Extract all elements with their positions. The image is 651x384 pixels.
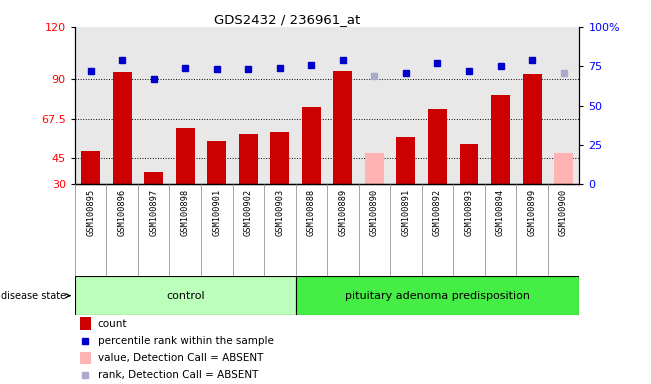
Title: GDS2432 / 236961_at: GDS2432 / 236961_at xyxy=(214,13,360,26)
Text: GSM100888: GSM100888 xyxy=(307,189,316,236)
Bar xyxy=(239,134,258,184)
Text: rank, Detection Call = ABSENT: rank, Detection Call = ABSENT xyxy=(98,370,258,381)
Text: disease state: disease state xyxy=(1,291,70,301)
Text: GSM100897: GSM100897 xyxy=(149,189,158,236)
Bar xyxy=(145,172,163,184)
Bar xyxy=(81,151,100,184)
Bar xyxy=(80,352,91,364)
Bar xyxy=(75,276,296,315)
Bar xyxy=(396,137,415,184)
Bar xyxy=(333,71,352,184)
Text: value, Detection Call = ABSENT: value, Detection Call = ABSENT xyxy=(98,353,263,363)
Text: GSM100893: GSM100893 xyxy=(465,189,473,236)
Text: GSM100898: GSM100898 xyxy=(181,189,189,236)
Bar xyxy=(296,276,579,315)
Text: count: count xyxy=(98,318,127,329)
Text: GSM100900: GSM100900 xyxy=(559,189,568,236)
Text: GSM100891: GSM100891 xyxy=(402,189,411,236)
Text: GSM100896: GSM100896 xyxy=(118,189,127,236)
Text: GSM100899: GSM100899 xyxy=(527,189,536,236)
Bar xyxy=(80,317,91,330)
Bar xyxy=(365,153,384,184)
Text: GSM100895: GSM100895 xyxy=(86,189,95,236)
Text: GSM100892: GSM100892 xyxy=(433,189,442,236)
Bar xyxy=(302,108,321,184)
Bar xyxy=(270,132,289,184)
Bar xyxy=(113,72,132,184)
Bar xyxy=(491,95,510,184)
Bar xyxy=(207,141,227,184)
Bar xyxy=(554,153,573,184)
Text: GSM100902: GSM100902 xyxy=(243,189,253,236)
Text: GSM100903: GSM100903 xyxy=(275,189,284,236)
Text: control: control xyxy=(166,291,204,301)
Text: percentile rank within the sample: percentile rank within the sample xyxy=(98,336,273,346)
Bar xyxy=(460,144,478,184)
Text: GSM100894: GSM100894 xyxy=(496,189,505,236)
Text: GSM100889: GSM100889 xyxy=(339,189,348,236)
Bar xyxy=(428,109,447,184)
Bar xyxy=(523,74,542,184)
Text: pituitary adenoma predisposition: pituitary adenoma predisposition xyxy=(345,291,530,301)
Bar xyxy=(176,128,195,184)
Text: GSM100901: GSM100901 xyxy=(212,189,221,236)
Text: GSM100890: GSM100890 xyxy=(370,189,379,236)
